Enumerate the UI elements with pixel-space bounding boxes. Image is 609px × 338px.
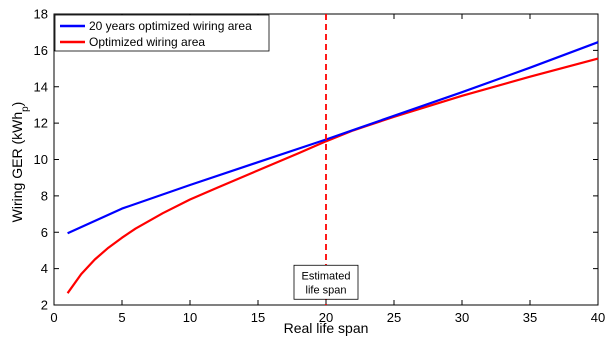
y-tick-label: 14 bbox=[34, 79, 48, 94]
y-tick-label: 4 bbox=[41, 261, 48, 276]
annotation-layer: Estimated life span bbox=[293, 264, 359, 300]
x-tick-label: 30 bbox=[455, 310, 469, 325]
y-axis-label-subscript: p bbox=[20, 106, 31, 112]
series-layer bbox=[66, 41, 599, 294]
series-line-0 bbox=[67, 41, 599, 235]
x-tick-label: 20 bbox=[319, 310, 333, 325]
y-tick-label: 12 bbox=[34, 116, 48, 131]
y-tick-label: 2 bbox=[41, 298, 48, 313]
x-tick-label: 25 bbox=[387, 310, 401, 325]
annotation-box bbox=[293, 264, 359, 300]
x-tick-label: 15 bbox=[251, 310, 265, 325]
series-line-1 bbox=[66, 57, 599, 294]
legend-entry-0: 20 years optimized wiring area bbox=[89, 19, 252, 33]
x-tick-label: 40 bbox=[591, 310, 605, 325]
y-tick-label: 10 bbox=[34, 152, 48, 167]
x-tick-label: 5 bbox=[118, 310, 125, 325]
y-axis-label: Wiring GER (kWhp) bbox=[9, 102, 31, 223]
annotation-text-line: life span bbox=[306, 284, 347, 296]
y-tick-label: 18 bbox=[34, 7, 48, 22]
annotation-text-line: Estimated bbox=[302, 270, 351, 282]
y-tick-label: 6 bbox=[41, 225, 48, 240]
x-axis-label: Real life span bbox=[284, 320, 369, 336]
tick-labels: 0 5 10 15 20 25 30 35 40 2 4 6 8 10 12 14 16 18 bbox=[34, 7, 606, 326]
x-tick-label: 10 bbox=[183, 310, 197, 325]
x-tick-label: 0 bbox=[50, 310, 57, 325]
legend-box bbox=[54, 14, 270, 52]
legend-entry-1: Optimized wiring area bbox=[89, 35, 205, 49]
y-tick-label: 8 bbox=[41, 188, 48, 203]
x-tick-label: 35 bbox=[523, 310, 537, 325]
y-tick-label: 16 bbox=[34, 43, 48, 58]
legend: 20 years optimized wiring area Optimized … bbox=[54, 14, 270, 52]
